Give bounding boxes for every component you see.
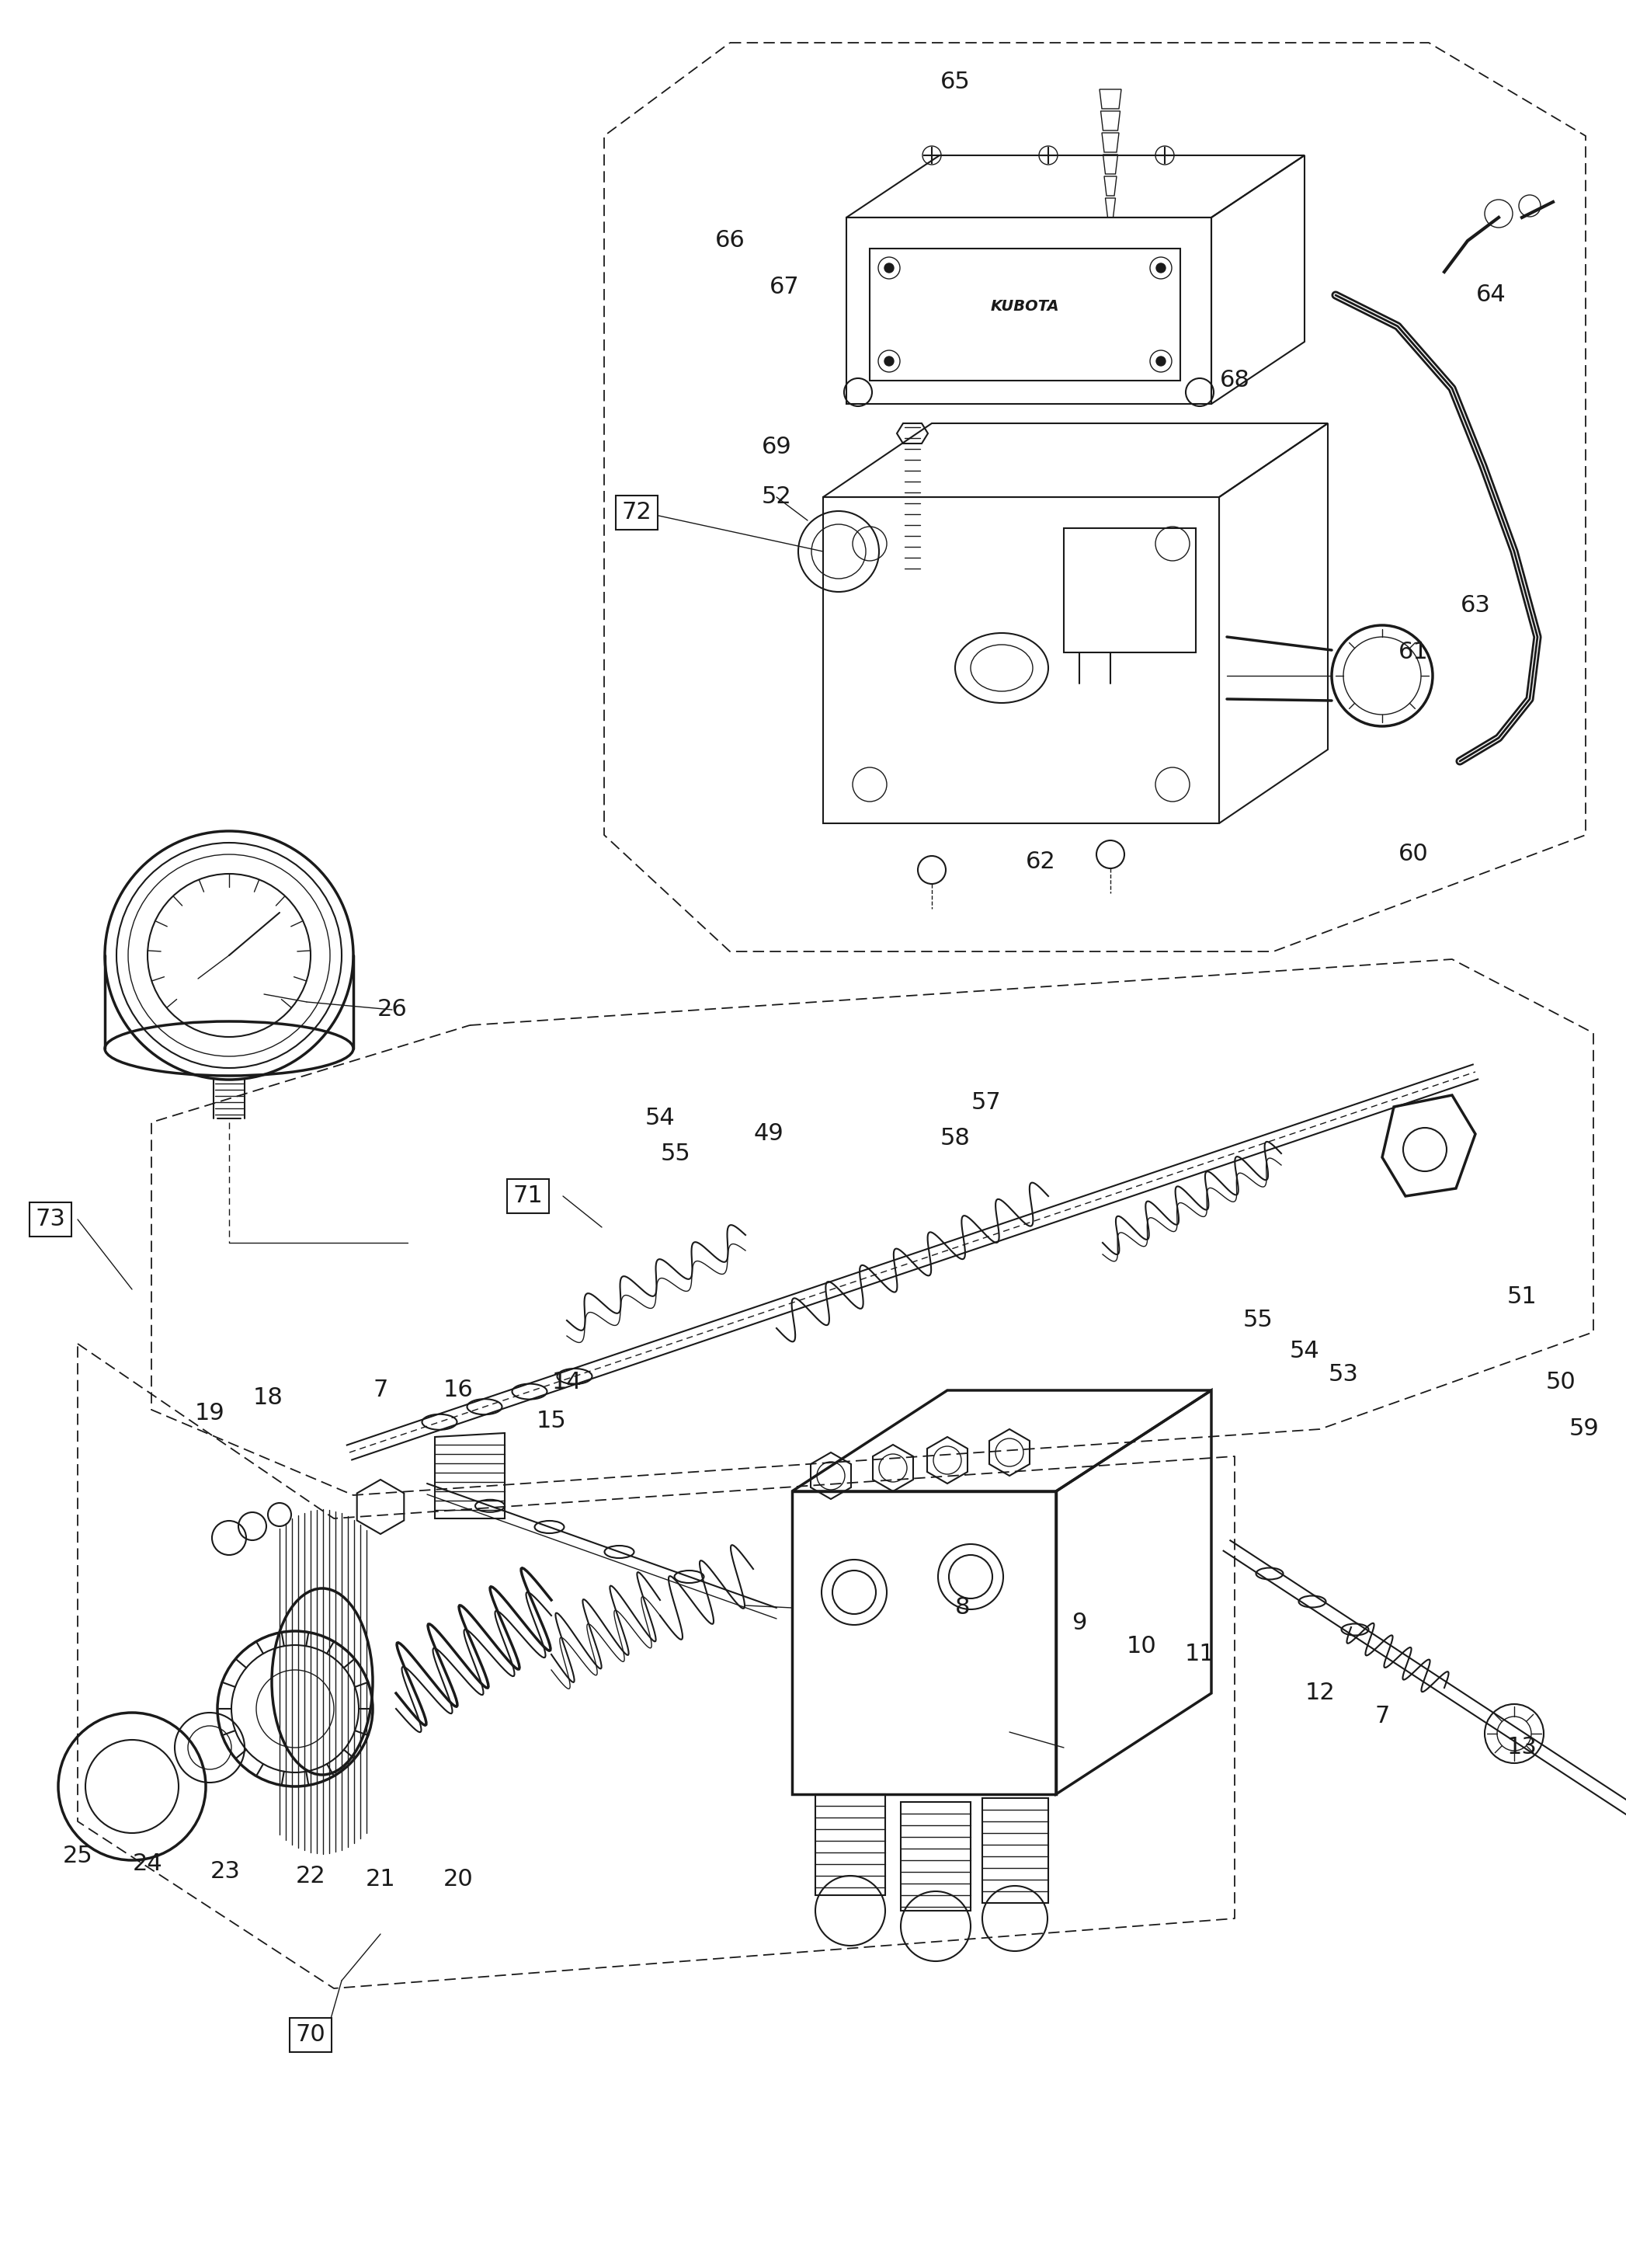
Text: 55: 55 <box>1242 1309 1273 1331</box>
Circle shape <box>1156 263 1166 272</box>
Text: 52: 52 <box>761 485 792 508</box>
Text: 57: 57 <box>971 1091 1002 1114</box>
Text: 70: 70 <box>296 2023 325 2046</box>
Text: 50: 50 <box>1546 1372 1576 1395</box>
Text: 59: 59 <box>1569 1418 1598 1440</box>
Text: 15: 15 <box>537 1411 566 1433</box>
Text: 67: 67 <box>769 277 800 299</box>
Text: 62: 62 <box>1026 850 1055 873</box>
Text: 66: 66 <box>715 229 745 252</box>
Text: 7: 7 <box>1374 1706 1390 1728</box>
Circle shape <box>885 263 894 272</box>
Text: 10: 10 <box>1127 1635 1156 1658</box>
Text: 12: 12 <box>1306 1683 1335 1706</box>
Text: 7: 7 <box>372 1379 389 1402</box>
Text: 21: 21 <box>366 1869 395 1892</box>
Text: 69: 69 <box>761 435 792 458</box>
Circle shape <box>1156 356 1166 365</box>
Text: 73: 73 <box>36 1209 65 1232</box>
Text: 9: 9 <box>1072 1613 1086 1635</box>
Text: 60: 60 <box>1398 844 1428 866</box>
Circle shape <box>885 356 894 365</box>
Text: 49: 49 <box>754 1123 784 1145</box>
Text: 51: 51 <box>1507 1286 1537 1309</box>
Text: 25: 25 <box>63 1846 93 1867</box>
Text: 14: 14 <box>551 1372 582 1395</box>
Text: 71: 71 <box>512 1184 543 1207</box>
Text: 65: 65 <box>940 70 971 93</box>
Text: 18: 18 <box>252 1386 283 1408</box>
Text: 11: 11 <box>1185 1642 1215 1665</box>
Text: 53: 53 <box>1328 1363 1358 1386</box>
Text: 55: 55 <box>660 1143 691 1166</box>
Text: 54: 54 <box>1289 1340 1320 1363</box>
Text: 13: 13 <box>1507 1737 1537 1760</box>
Text: 68: 68 <box>1220 370 1250 392</box>
Text: 8: 8 <box>956 1597 971 1619</box>
Text: 26: 26 <box>377 998 406 1021</box>
Text: 24: 24 <box>132 1853 163 1876</box>
Text: 19: 19 <box>195 1402 224 1424</box>
Text: 63: 63 <box>1460 594 1491 617</box>
Text: KUBOTA: KUBOTA <box>990 299 1060 315</box>
Text: 16: 16 <box>444 1379 473 1402</box>
Text: 72: 72 <box>621 501 652 524</box>
Text: 20: 20 <box>444 1869 473 1892</box>
Text: 23: 23 <box>210 1860 241 1882</box>
Text: 61: 61 <box>1398 642 1428 665</box>
Text: 64: 64 <box>1476 284 1506 306</box>
Text: 54: 54 <box>646 1107 675 1129</box>
Text: 22: 22 <box>296 1864 325 1887</box>
Text: 58: 58 <box>940 1127 971 1150</box>
